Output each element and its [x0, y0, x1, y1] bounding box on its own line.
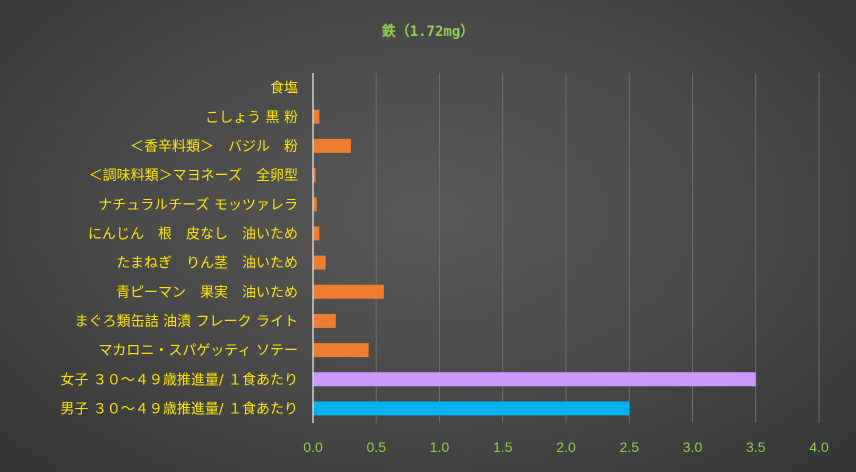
x-tick-label: 3.5 [746, 439, 766, 455]
category-label: まぐろ類缶詰 油漬 フレーク ライト [75, 314, 298, 330]
category-label: 男子 ３０～４９歳推進量/ １食あたり [60, 400, 298, 417]
bar [313, 284, 384, 299]
x-tick-labels: 0.0 0.5 1.0 1.5 2.0 2.5 3.0 3.5 4.0 [303, 439, 829, 455]
category-label: マカロニ・スパゲッティ ソテー [98, 343, 298, 359]
bars [313, 109, 756, 416]
bar [313, 109, 320, 124]
bar [313, 197, 317, 212]
bar [313, 168, 316, 183]
x-tick-label: 0.0 [303, 439, 323, 455]
x-tick-label: 1.5 [493, 439, 513, 455]
x-tick-label: 2.5 [620, 439, 640, 455]
category-label: 女子 ３０～４９歳推進量/ １食あたり [60, 371, 298, 388]
x-tick-label: 3.0 [683, 439, 703, 455]
chart-title: 鉄（1.72mg） [382, 23, 475, 40]
bar [313, 372, 756, 387]
category-label: ＜調味料類＞マヨネーズ 全卵型 [89, 167, 298, 184]
bar [313, 343, 369, 358]
bar [313, 255, 326, 270]
bar [313, 226, 320, 241]
x-tick-label: 2.0 [556, 439, 576, 455]
category-label: ＜香辛料類＞ バジル 粉 [130, 139, 298, 155]
gridlines [375, 73, 820, 423]
bar [313, 138, 351, 153]
x-tick-label: 0.5 [367, 439, 387, 455]
category-label: ナチュラルチーズ モッツァレラ [98, 197, 298, 213]
category-label: 青ピーマン 果実 油いため [116, 285, 298, 301]
bar [313, 313, 336, 328]
x-tick-label: 4.0 [809, 439, 829, 455]
category-label: にんじん 根 皮なし 油いため [88, 226, 298, 242]
category-label: 食塩 [270, 80, 298, 97]
bar [313, 401, 630, 416]
x-tick-label: 1.0 [430, 439, 450, 455]
category-label: こしょう 黒 粉 [205, 110, 298, 126]
category-label: たまねぎ りん茎 油いため [116, 256, 298, 272]
